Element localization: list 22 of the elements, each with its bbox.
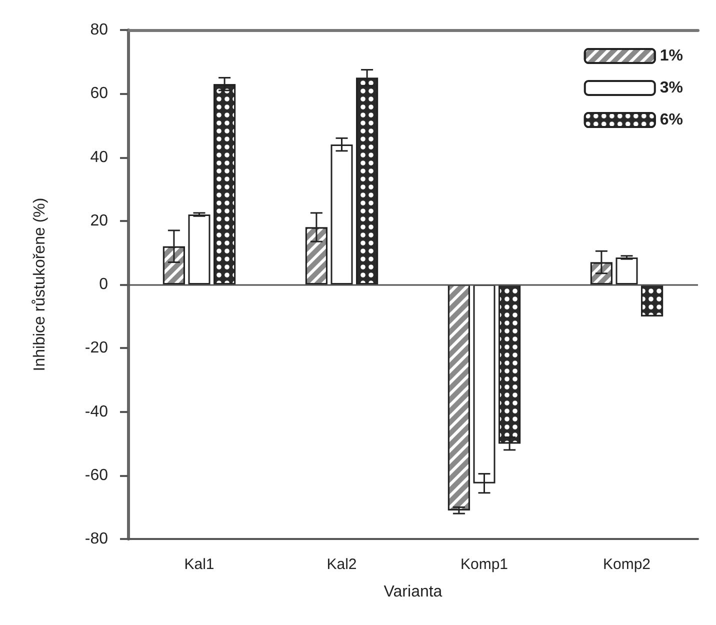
legend-label: 1% — [660, 48, 683, 64]
y-tick-label: -60 — [84, 466, 108, 484]
y-tick-label: -20 — [84, 340, 108, 357]
x-tick-label: Komp1 — [460, 556, 508, 573]
y-tick-label: 80 — [90, 22, 108, 38]
bar — [473, 284, 496, 484]
legend-label: 6% — [660, 112, 683, 128]
bar — [616, 257, 638, 284]
y-tick-label: -80 — [84, 530, 108, 548]
y-tick-label: 20 — [90, 212, 108, 230]
y-tick-label: -40 — [84, 403, 108, 420]
y-tick-label: 40 — [90, 148, 108, 166]
y-axis-title: Inhibice růstukořene (%) — [32, 198, 48, 372]
x-tick-label: Kal1 — [184, 556, 214, 573]
x-tick-label: Komp2 — [602, 556, 651, 573]
y-tick-label: 0 — [99, 276, 108, 293]
legend-label: 3% — [660, 80, 683, 96]
y-tick-label: 60 — [90, 85, 108, 102]
x-tick-label: Kal2 — [326, 556, 357, 573]
bar — [188, 214, 210, 284]
x-axis-title: Varianta — [384, 584, 442, 600]
bar — [330, 144, 353, 284]
